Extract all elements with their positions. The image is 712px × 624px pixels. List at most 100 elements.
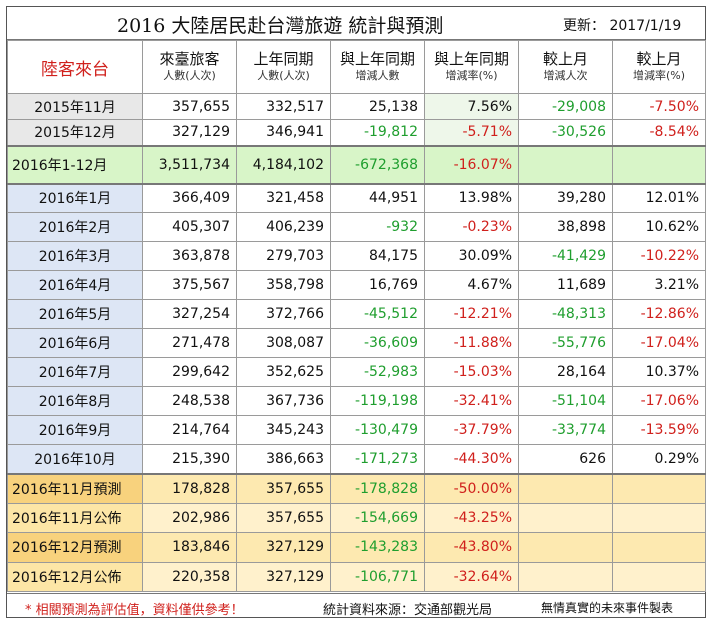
cell-mom-rate [612, 561, 706, 592]
header-corner: 陸客來台 [7, 40, 143, 94]
cell-mom [518, 561, 613, 592]
table-row: 2016年12月公佈 220,358 327,129 -106,771 -32.64% [7, 561, 706, 592]
cell-visitors: 202,986 [142, 502, 237, 533]
table-row: 2016年9月 214,764 345,243 -130,479 -37.79% -33,… [7, 415, 706, 445]
row-label: 2016年11月預測 [7, 472, 143, 504]
cell-prev: 332,517 [236, 93, 331, 120]
cell-prev: 357,655 [236, 502, 331, 533]
table-row: 2015年11月 357,655 332,517 25,138 7.56% -29,008… [7, 93, 706, 120]
cell-mom: 39,280 [518, 183, 613, 213]
cell-yoy-rate: -0.23% [424, 212, 519, 242]
cell-mom-rate: -7.50% [612, 93, 706, 120]
footer: * 相關預測為評估值，資料僅供參考！ 統計資料來源：交通部觀光局 無情真實的未來… [7, 593, 705, 618]
cell-prev: 327,129 [236, 532, 331, 563]
footer-source: 統計資料來源：交通部觀光局 [323, 603, 493, 618]
cell-visitors: 183,846 [142, 532, 237, 563]
cell-visitors: 271,478 [142, 328, 237, 358]
cell-yoy: -52,983 [330, 357, 425, 387]
summary-mom [518, 144, 613, 185]
cell-yoy-rate: 30.09% [424, 241, 519, 271]
cell-mom-rate: 3.21% [612, 270, 706, 300]
cell-visitors: 363,878 [142, 241, 237, 271]
cell-prev: 346,941 [236, 119, 331, 146]
cell-mom [518, 502, 613, 533]
cell-mom: -48,313 [518, 299, 613, 329]
row-label: 2016年3月 [7, 241, 143, 271]
cell-visitors: 327,254 [142, 299, 237, 329]
cell-mom: 11,689 [518, 270, 613, 300]
cell-prev: 372,766 [236, 299, 331, 329]
header-mom-rate: 較上月 增減率(%) [612, 40, 706, 94]
cell-yoy: -143,283 [330, 532, 425, 563]
table-row: 2016年7月 299,642 352,625 -52,983 -15.03% 28,16… [7, 357, 706, 387]
cell-prev: 358,798 [236, 270, 331, 300]
cell-mom-rate [612, 502, 706, 533]
summary-prev: 4,184,102 [236, 144, 331, 185]
row-label: 2016年12月公佈 [7, 561, 143, 592]
cell-yoy: -19,812 [330, 119, 425, 146]
cell-mom: -41,429 [518, 241, 613, 271]
table-row: 2016年8月 248,538 367,736 -119,198 -32.41% -51,… [7, 386, 706, 416]
table-row: 2015年12月 327,129 346,941 -19,812 -5.71% -30,5… [7, 119, 706, 146]
row-label: 2016年12月預測 [7, 532, 143, 563]
stats-sheet: 2016 大陸居民赴台灣旅遊 統計與預測 更新： 2017/1/19 陸客來台 … [6, 6, 706, 618]
cell-mom-rate: -8.54% [612, 119, 706, 146]
cell-mom: -33,774 [518, 415, 613, 445]
cell-mom-rate [612, 532, 706, 563]
row-label: 2016年10月 [7, 444, 143, 474]
row-label: 2016年6月 [7, 328, 143, 358]
cell-mom: 626 [518, 444, 613, 474]
header-row: 陸客來台 來臺旅客 人數(人次) 上年同期 人數(人次) 與上年同期 增減人數 與上年… [7, 40, 706, 94]
table-row: 2016年10月 215,390 386,663 -171,273 -44.30% 626… [7, 444, 706, 474]
cell-yoy: -178,828 [330, 472, 425, 504]
cell-prev: 406,239 [236, 212, 331, 242]
row-label: 2016年8月 [7, 386, 143, 416]
cell-mom-rate: 10.62% [612, 212, 706, 242]
footer-note: * 相關預測為評估值，資料僅供參考！ [25, 603, 244, 618]
cell-prev: 279,703 [236, 241, 331, 271]
row-label: 2016年1月 [7, 183, 143, 213]
cell-prev: 357,655 [236, 472, 331, 504]
cell-mom-rate: 12.01% [612, 183, 706, 213]
table-row: 2016年5月 327,254 372,766 -45,512 -12.21% -48,3… [7, 299, 706, 329]
cell-visitors: 220,358 [142, 561, 237, 592]
title-bar: 2016 大陸居民赴台灣旅遊 統計與預測 更新： 2017/1/19 [7, 7, 705, 40]
cell-visitors: 375,567 [142, 270, 237, 300]
summary-label: 2016年1-12月 [7, 144, 143, 185]
header-visitors: 來臺旅客 人數(人次) [142, 40, 237, 94]
row-label: 2016年9月 [7, 415, 143, 445]
cell-yoy-rate: -43.25% [424, 502, 519, 533]
table-row: 2016年1月 366,409 321,458 44,951 13.98% 39,280 1… [7, 183, 706, 213]
cell-mom-rate: -13.59% [612, 415, 706, 445]
summary-row: 2016年1-12月 3,511,734 4,184,102 -672,368 -16.… [7, 144, 706, 185]
cell-mom [518, 472, 613, 504]
cell-yoy-rate: 7.56% [424, 93, 519, 120]
cell-prev: 386,663 [236, 444, 331, 474]
row-label: 2015年11月 [7, 93, 143, 120]
cell-yoy-rate: -11.88% [424, 328, 519, 358]
header-mom: 較上月 增減人次 [518, 40, 613, 94]
cell-mom-rate: -17.04% [612, 328, 706, 358]
cell-prev: 327,129 [236, 561, 331, 592]
cell-mom-rate: 0.29% [612, 444, 706, 474]
cell-yoy: 84,175 [330, 241, 425, 271]
summary-visitors: 3,511,734 [142, 144, 237, 185]
cell-mom: -55,776 [518, 328, 613, 358]
header-prev: 上年同期 人數(人次) [236, 40, 331, 94]
cell-mom-rate [612, 472, 706, 504]
cell-mom: 28,164 [518, 357, 613, 387]
row-label: 2016年4月 [7, 270, 143, 300]
cell-visitors: 327,129 [142, 119, 237, 146]
cell-visitors: 248,538 [142, 386, 237, 416]
cell-visitors: 357,655 [142, 93, 237, 120]
cell-yoy: 25,138 [330, 93, 425, 120]
row-label: 2016年5月 [7, 299, 143, 329]
page-title: 2016 大陸居民赴台灣旅遊 統計與預測 [117, 15, 444, 37]
cell-mom-rate: 10.37% [612, 357, 706, 387]
row-label: 2016年7月 [7, 357, 143, 387]
cell-yoy: 16,769 [330, 270, 425, 300]
cell-yoy: 44,951 [330, 183, 425, 213]
cell-mom [518, 532, 613, 563]
cell-visitors: 215,390 [142, 444, 237, 474]
cell-yoy: -36,609 [330, 328, 425, 358]
